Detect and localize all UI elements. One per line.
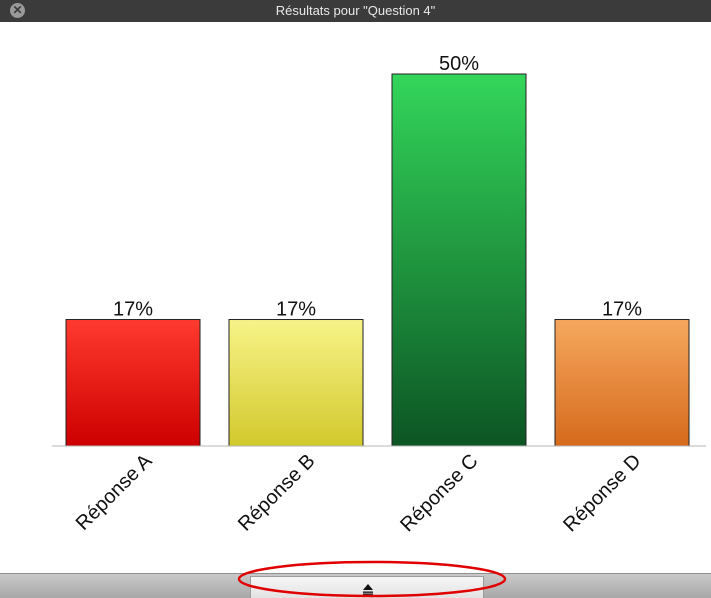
bar-1 — [65, 319, 201, 447]
bar-value-label-2: 17% — [276, 299, 316, 321]
bar-3 — [391, 73, 527, 447]
window-title: Résultats pour "Question 4" — [275, 3, 436, 18]
eject-icon — [363, 584, 373, 595]
category-label-2: Réponse B — [234, 450, 320, 536]
bar-chart: 17% Réponse A 17% Réponse B 50% Réponse C 17% R… — [52, 53, 706, 536]
close-icon[interactable]: ✕ — [10, 3, 25, 18]
bar-value-label-3: 50% — [439, 53, 479, 75]
bar-value-label-1: 17% — [113, 299, 153, 321]
category-label-3: Réponse C — [396, 450, 482, 536]
category-label-4: Réponse D — [559, 450, 645, 536]
toggle-panel-button[interactable] — [250, 576, 484, 598]
bar-4 — [554, 319, 690, 447]
bar-2 — [228, 319, 364, 447]
category-label-1: Réponse A — [72, 450, 157, 535]
title-bar: ✕ Résultats pour "Question 4" — [0, 0, 711, 22]
bottom-toolbar — [0, 573, 711, 598]
bar-value-label-4: 17% — [602, 299, 642, 321]
